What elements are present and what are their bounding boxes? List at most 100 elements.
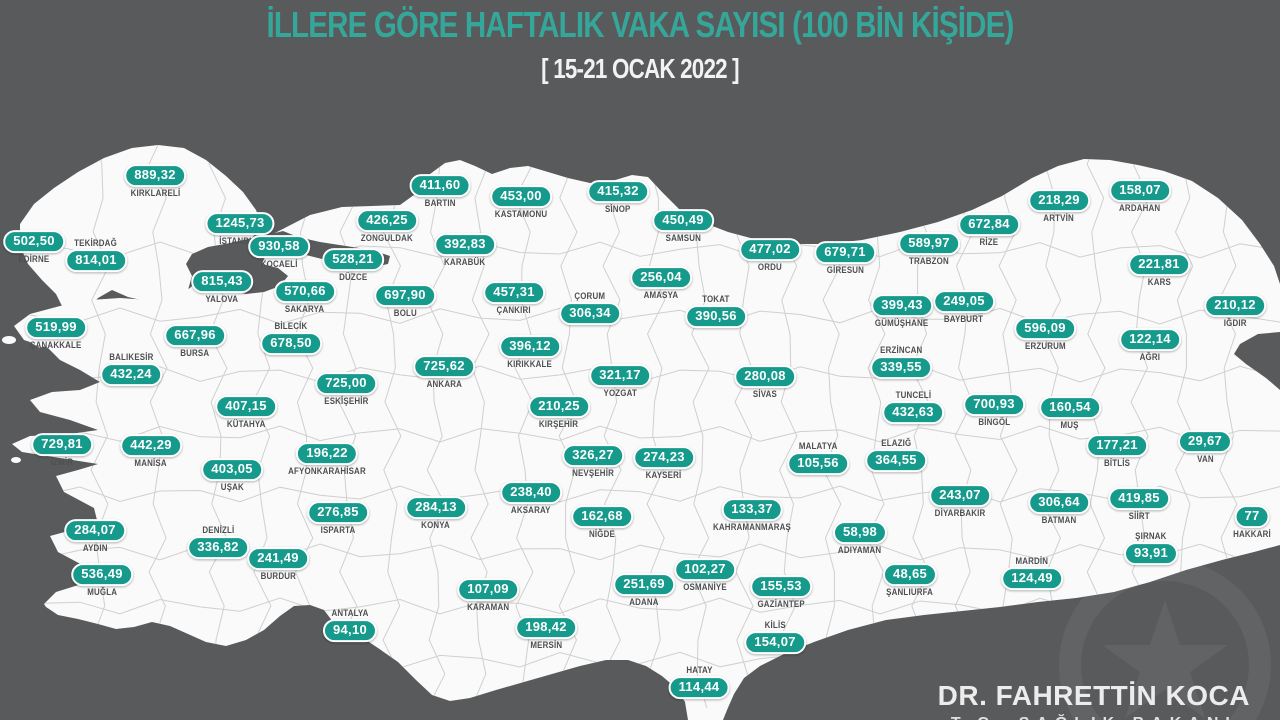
province-tunceli̇: TUNCELİ 432,63 xyxy=(882,390,944,424)
province-mersi̇n: 198,42 MERSİN xyxy=(515,616,577,650)
province-value-badge: 218,29 xyxy=(1028,189,1090,212)
province-value-badge: 160,54 xyxy=(1039,396,1101,419)
province-karabük: 392,83 KARABÜK xyxy=(434,233,496,267)
province-adana: 251,69 ADANA xyxy=(613,573,675,607)
province-edi̇rne: 502,50 EDİRNE xyxy=(3,230,65,264)
province-value-badge: 306,64 xyxy=(1028,491,1090,514)
province-name-label: KİLİS xyxy=(764,620,786,631)
province-name-label: ARTVİN xyxy=(1043,212,1075,223)
province-value-badge: 241,49 xyxy=(247,547,309,570)
province-value-badge: 930,58 xyxy=(248,235,310,258)
province-name-label: KASTAMONU xyxy=(494,208,548,219)
province-value-badge: 48,65 xyxy=(882,563,938,586)
province-name-label: EDİRNE xyxy=(18,253,50,264)
province-çorum: ÇORUM 306,34 xyxy=(559,291,621,325)
province-iğdir: 210,12 IĞDIR xyxy=(1204,294,1266,328)
province-value-badge: 450,49 xyxy=(652,209,714,232)
province-value-badge: 432,63 xyxy=(882,401,944,424)
province-value-badge: 411,60 xyxy=(409,174,471,197)
province-name-label: YALOVA xyxy=(205,293,239,304)
province-name-label: KIRŞEHİR xyxy=(539,418,579,429)
province-value-badge: 528,21 xyxy=(322,248,384,271)
province-value-badge: 399,43 xyxy=(871,294,933,317)
province-value-badge: 667,96 xyxy=(164,324,226,347)
province-mardi̇n: MARDİN 124,49 xyxy=(1001,556,1063,590)
province-value-badge: 678,50 xyxy=(260,332,322,355)
province-value-badge: 77 xyxy=(1234,505,1270,528)
province-kahramanmaraş: 133,37 KAHRAMANMARAŞ xyxy=(708,498,797,532)
province-name-label: ORDU xyxy=(757,261,783,272)
province-muğla: 536,49 MUĞLA xyxy=(71,563,133,597)
province-erzi̇ncan: ERZİNCAN 339,55 xyxy=(870,345,932,379)
province-name-label: ERZİNCAN xyxy=(879,345,923,356)
province-i̇zmi̇r: 729,81 İZMİR xyxy=(31,433,93,467)
province-name-label: ESKİŞEHİR xyxy=(323,395,369,406)
province-name-label: AKSARAY xyxy=(511,504,551,515)
province-name-label: ANTALYA xyxy=(331,608,369,619)
province-name-label: BAYBURT xyxy=(944,313,984,324)
province-value-badge: 453,00 xyxy=(490,185,552,208)
province-name-label: ÇANAKKALE xyxy=(30,339,82,350)
province-balikesi̇r: BALIKESİR 432,24 xyxy=(100,352,162,386)
province-nevşehi̇r: 326,27 NEVŞEHİR xyxy=(562,444,624,478)
province-value-badge: 426,25 xyxy=(356,209,418,232)
province-si̇nop: 415,32 SİNOP xyxy=(587,180,649,214)
province-di̇yarbakir: 243,07 DİYARBAKIR xyxy=(929,484,991,518)
signature-block: DR. FAHRETTİN KOCA T.C. SAĞLIK BAKANI xyxy=(938,680,1250,720)
province-name-label: İSTANBUL xyxy=(219,235,261,246)
province-çankiri: 457,31 ÇANKIRI xyxy=(483,281,545,315)
province-aydin: 284,07 AYDIN xyxy=(64,519,126,553)
province-value-badge: 249,05 xyxy=(933,290,995,313)
province-name-label: MALATYA xyxy=(798,441,838,452)
province-name-label: OSMANİYE xyxy=(683,581,727,592)
province-value-badge: 274,23 xyxy=(633,446,695,469)
province-bi̇tli̇s: 177,21 BİTLİS xyxy=(1086,434,1148,468)
province-kars: 221,81 KARS xyxy=(1128,253,1190,287)
province-van: 29,67 VAN xyxy=(1177,430,1233,464)
province-name-label: KIRIKKALE xyxy=(507,358,553,369)
province-trabzon: 589,97 TRABZON xyxy=(898,232,960,266)
province-kirşehi̇r: 210,25 KIRŞEHİR xyxy=(528,395,590,429)
province-value-badge: 198,42 xyxy=(515,616,577,639)
province-value-badge: 815,43 xyxy=(191,270,253,293)
province-value-badge: 442,29 xyxy=(120,434,182,457)
province-name-label: BARTIN xyxy=(424,197,456,208)
province-value-badge: 124,49 xyxy=(1001,567,1063,590)
province-name-label: ADIYAMAN xyxy=(838,544,882,555)
province-value-badge: 403,05 xyxy=(201,458,263,481)
province-hatay: HATAY 114,44 xyxy=(668,665,730,699)
province-name-label: ARDAHAN xyxy=(1119,202,1161,213)
province-artvi̇n: 218,29 ARTVİN xyxy=(1028,189,1090,223)
province-name-label: KÜTAHYA xyxy=(226,418,266,429)
province-name-label: AFYONKARAHİSAR xyxy=(288,465,366,476)
page-title: İLLERE GÖRE HAFTALIK VAKA SAYISI (100 Bİ… xyxy=(266,4,1014,45)
province-value-badge: 158,07 xyxy=(1109,179,1171,202)
province-sakarya: 570,66 SAKARYA xyxy=(274,280,336,314)
province-name-label: GİRESUN xyxy=(826,264,864,275)
province-value-badge: 221,81 xyxy=(1128,253,1190,276)
province-value-badge: 729,81 xyxy=(31,433,93,456)
province-name-label: BİNGÖL xyxy=(978,416,1010,427)
province-kütahya: 407,15 KÜTAHYA xyxy=(215,395,277,429)
province-name-label: DÜZCE xyxy=(338,271,368,282)
province-value-badge: 415,32 xyxy=(587,180,649,203)
province-ankara: 725,62 ANKARA xyxy=(413,355,475,389)
province-kastamonu: 453,00 KASTAMONU xyxy=(490,185,552,219)
province-name-label: BOLU xyxy=(393,307,417,318)
province-ardahan: 158,07 ARDAHAN xyxy=(1109,179,1171,213)
province-value-badge: 814,01 xyxy=(65,249,127,272)
province-value-badge: 210,25 xyxy=(528,395,590,418)
province-zonguldak: 426,25 ZONGULDAK xyxy=(356,209,418,243)
province-uşak: 403,05 UŞAK xyxy=(201,458,263,492)
province-şirnak: ŞIRNAK 93,91 xyxy=(1123,531,1179,565)
province-bolu: 697,90 BOLU xyxy=(374,284,436,318)
province-burdur: 241,49 BURDUR xyxy=(247,547,309,581)
province-düzce: 528,21 DÜZCE xyxy=(322,248,384,282)
province-name-label: NİĞDE xyxy=(589,528,615,539)
province-name-label: NEVŞEHİR xyxy=(572,467,614,478)
province-value-badge: 321,17 xyxy=(589,364,651,387)
province-name-label: KARS xyxy=(1147,276,1171,287)
province-value-badge: 390,56 xyxy=(685,305,747,328)
province-value-badge: 29,67 xyxy=(1177,430,1233,453)
province-value-badge: 196,22 xyxy=(296,442,358,465)
